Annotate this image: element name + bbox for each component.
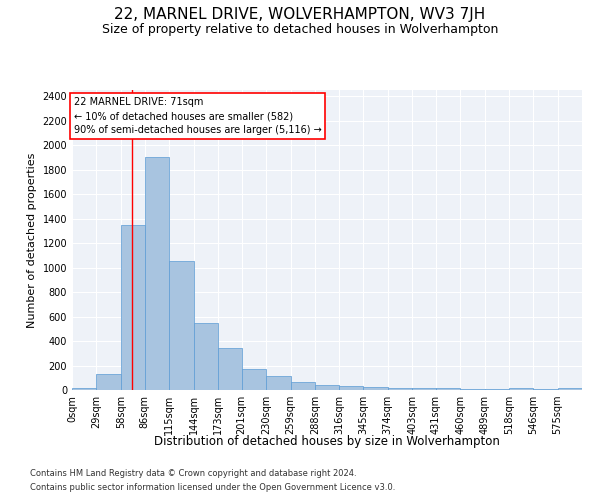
- Bar: [557, 388, 582, 390]
- Bar: [169, 262, 194, 390]
- Bar: [266, 376, 290, 390]
- Text: 22, MARNEL DRIVE, WOLVERHAMPTON, WV3 7JH: 22, MARNEL DRIVE, WOLVERHAMPTON, WV3 7JH: [115, 8, 485, 22]
- Bar: [121, 224, 145, 390]
- Text: Distribution of detached houses by size in Wolverhampton: Distribution of detached houses by size …: [154, 435, 500, 448]
- Bar: [242, 368, 266, 390]
- Bar: [388, 388, 412, 390]
- Text: Contains public sector information licensed under the Open Government Licence v3: Contains public sector information licen…: [30, 484, 395, 492]
- Bar: [509, 388, 533, 390]
- Bar: [339, 386, 364, 390]
- Bar: [436, 388, 460, 390]
- Bar: [72, 388, 97, 390]
- Bar: [194, 322, 218, 390]
- Bar: [145, 158, 169, 390]
- Text: Size of property relative to detached houses in Wolverhampton: Size of property relative to detached ho…: [102, 22, 498, 36]
- Text: 22 MARNEL DRIVE: 71sqm
← 10% of detached houses are smaller (582)
90% of semi-de: 22 MARNEL DRIVE: 71sqm ← 10% of detached…: [74, 98, 322, 136]
- Y-axis label: Number of detached properties: Number of detached properties: [27, 152, 37, 328]
- Bar: [412, 388, 436, 390]
- Bar: [315, 385, 339, 390]
- Bar: [290, 382, 315, 390]
- Bar: [364, 387, 388, 390]
- Bar: [97, 374, 121, 390]
- Bar: [218, 348, 242, 390]
- Text: Contains HM Land Registry data © Crown copyright and database right 2024.: Contains HM Land Registry data © Crown c…: [30, 468, 356, 477]
